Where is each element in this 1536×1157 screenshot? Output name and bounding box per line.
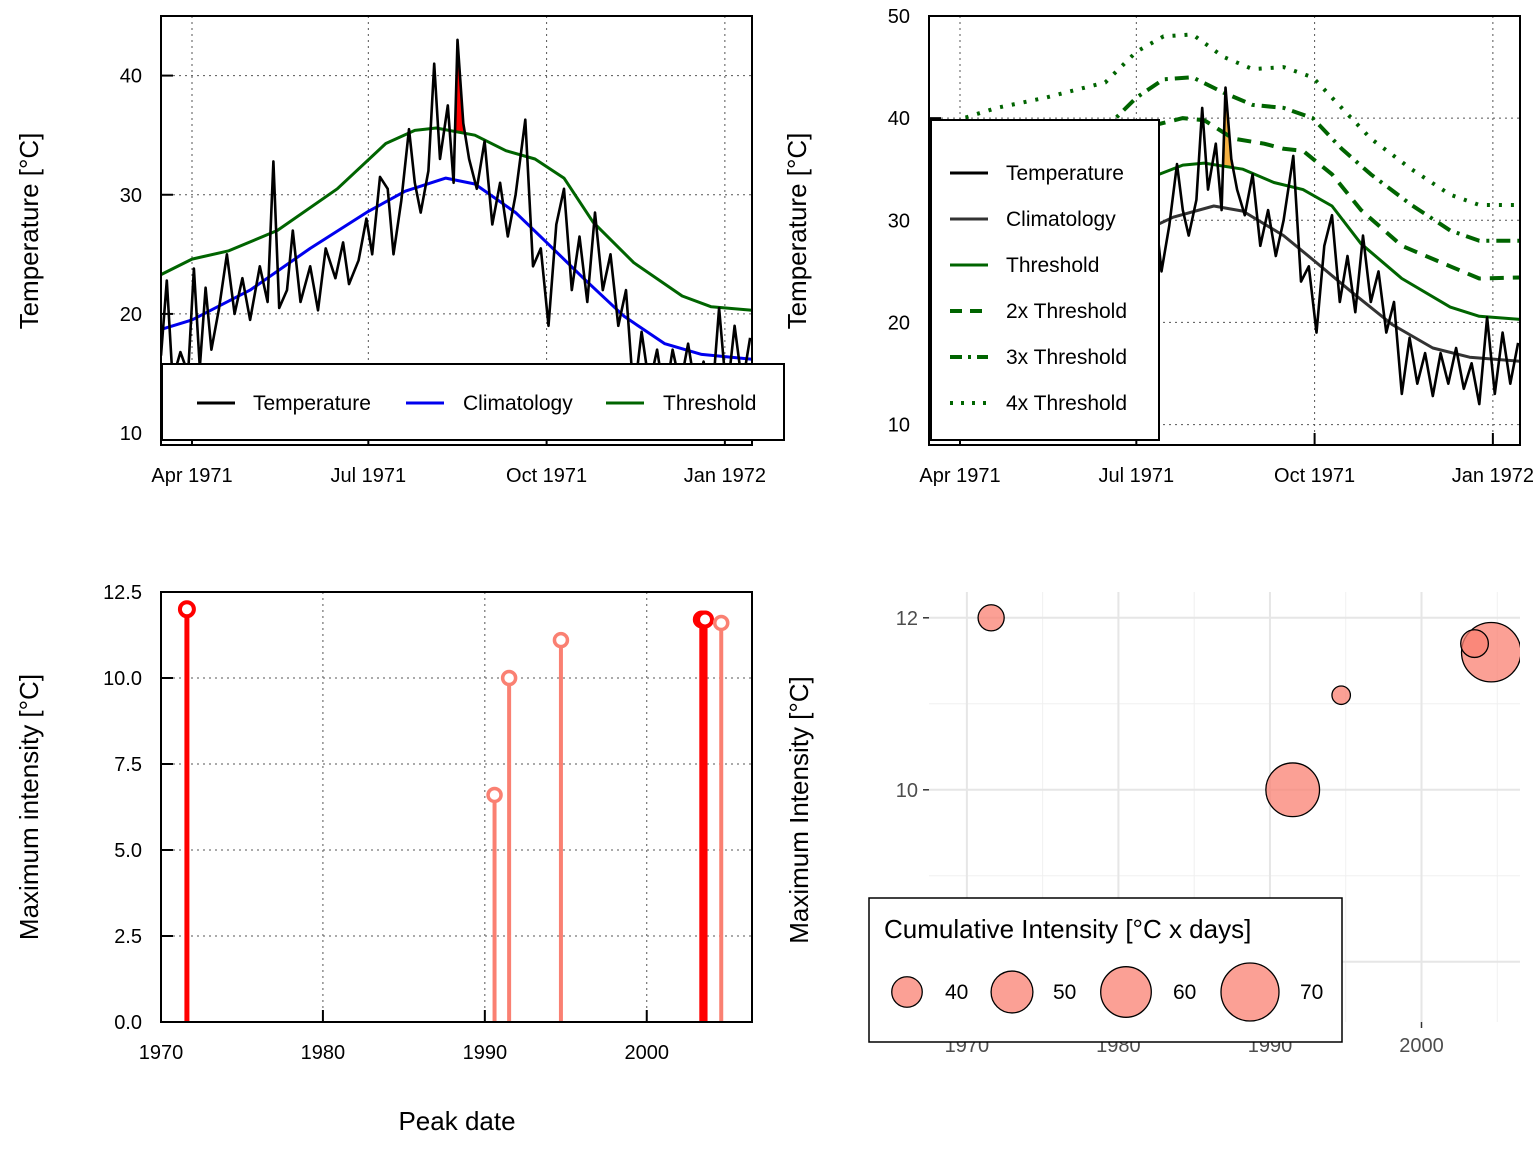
event-marker: [552, 631, 570, 649]
x-tick-label: Apr 1971: [919, 465, 1000, 487]
plot-area: [177, 600, 730, 1022]
grid: [160, 591, 752, 1023]
legend-box: [161, 363, 785, 441]
y-tick-label: 0.0: [114, 1012, 142, 1034]
event-marker: [712, 614, 730, 632]
legend-size-key: [1220, 962, 1280, 1022]
series-4x-threshold-line: [929, 32, 1520, 207]
legend-size-label: 40: [945, 981, 968, 1004]
y-tick-label: 7.5: [114, 754, 142, 776]
legend-label-threshold: Threshold: [1006, 254, 1099, 277]
legend: Temperature Climatology Threshold: [161, 363, 785, 441]
bubble-point: [1331, 685, 1352, 706]
legend-title: Cumulative Intensity [°C x days]: [884, 914, 1251, 944]
y-axis-label: Temperature [°C]: [14, 133, 44, 330]
legend-label-climatology: Climatology: [463, 392, 573, 415]
x-tick-label: Apr 1971: [151, 465, 232, 487]
x-tick-label: Jan 1972: [1452, 465, 1534, 487]
legend-keys: 40 50 60 70: [891, 962, 1323, 1022]
legend-size-key: [891, 976, 923, 1008]
legend-label-temperature: Temperature: [1006, 162, 1124, 185]
event-marker: [696, 610, 715, 629]
y-tick-label: 10.0: [103, 668, 142, 690]
y-tick-label: 12.5: [103, 582, 142, 604]
legend-label-3x-threshold: 3x Threshold: [1006, 346, 1127, 369]
legend-label-4x-threshold: 4x Threshold: [1006, 392, 1127, 415]
y-tick-label: 40: [120, 66, 142, 88]
y-tick-label: 30: [120, 185, 142, 207]
bubble-point: [977, 604, 1005, 632]
panel-top-left: Apr 1971 Jul 1971 Oct 1971 Jan 1972 10 20 30 40…: [14, 15, 785, 487]
legend-label-threshold: Threshold: [663, 392, 756, 415]
x-tick-label: Jul 1971: [331, 465, 407, 487]
x-tick-label: 2000: [1399, 1035, 1444, 1057]
legend-size-key: [1100, 966, 1152, 1018]
y-tick-label: 10: [120, 423, 142, 445]
x-tick-label: Oct 1971: [506, 465, 587, 487]
y-tick-label: 50: [888, 6, 910, 28]
x-tick-label: 1980: [301, 1042, 346, 1064]
x-axis-label: Peak date: [398, 1106, 515, 1136]
x-tick-label: Jan 1972: [684, 465, 766, 487]
y-tick-label: 20: [888, 312, 910, 334]
bubble-point: [1265, 762, 1321, 818]
axis-ticks: Apr 1971 Jul 1971 Oct 1971 Jan 1972 10 20 30 40: [120, 66, 766, 487]
x-tick-label: Jul 1971: [1099, 465, 1175, 487]
legend-label-2x-threshold: 2x Threshold: [1006, 300, 1127, 323]
plot-area: [161, 38, 752, 411]
series-temperature-line: [161, 38, 752, 411]
series-climatology-line: [161, 176, 752, 361]
legend-label-climatology: Climatology: [1006, 208, 1116, 231]
y-axis-label: Maximum intensity [°C]: [14, 674, 44, 940]
event-marker: [500, 669, 518, 687]
plot-area: [977, 604, 1520, 818]
y-tick-label: 20: [120, 304, 142, 326]
x-tick-label: 1990: [463, 1042, 508, 1064]
x-tick-label: 2000: [625, 1042, 670, 1064]
legend-size-label: 50: [1053, 981, 1076, 1004]
bubble-point: [1460, 629, 1490, 659]
plot-frame: [928, 15, 1521, 446]
y-tick-label: 5.0: [114, 840, 142, 862]
y-tick-label: 2.5: [114, 926, 142, 948]
y-axis-label: Temperature [°C]: [782, 133, 812, 330]
legend-label-temperature: Temperature: [253, 392, 371, 415]
legend-size-label: 70: [1300, 981, 1323, 1004]
y-tick-label: 30: [888, 210, 910, 232]
legend-size-key: [990, 970, 1034, 1014]
plot-frame: [160, 591, 753, 1023]
panel-top-right: Apr 1971 Jul 1971 Oct 1971 Jan 1972 10 20 30 40…: [782, 6, 1534, 487]
legend-size-label: 60: [1173, 981, 1196, 1004]
x-tick-label: 1970: [139, 1042, 184, 1064]
y-tick-label: 10: [896, 780, 918, 802]
event-marker: [177, 600, 196, 619]
y-tick-label: 40: [888, 108, 910, 130]
axis-ticks: 1970 1980 1990 2000 0.0 2.5 5.0 7.5 10.0 12.5: [103, 582, 669, 1064]
panel-bottom-left: 1970 1980 1990 2000 0.0 2.5 5.0 7.5 10.0 12.5 Max…: [14, 582, 753, 1136]
series-3x-threshold-line: [929, 75, 1520, 243]
y-tick-label: 12: [896, 608, 918, 630]
event-marker: [486, 786, 503, 804]
plot-frame: [160, 15, 753, 446]
legend: Cumulative Intensity [°C x days] 40 50 60 7…: [868, 897, 1343, 1043]
y-tick-label: 10: [888, 415, 910, 437]
series-threshold-line: [161, 126, 752, 312]
y-axis-label: Maximum Intensity [°C]: [784, 676, 814, 944]
x-tick-label: Oct 1971: [1274, 465, 1355, 487]
axis-ticks: Apr 1971 Jul 1971 Oct 1971 Jan 1972 10 20 30 40…: [888, 6, 1534, 487]
panel-bottom-right: 197019801990200081012 Maximum Intensity …: [784, 592, 1520, 1057]
legend: Temperature Climatology Threshold 2x Thr…: [930, 119, 1160, 441]
